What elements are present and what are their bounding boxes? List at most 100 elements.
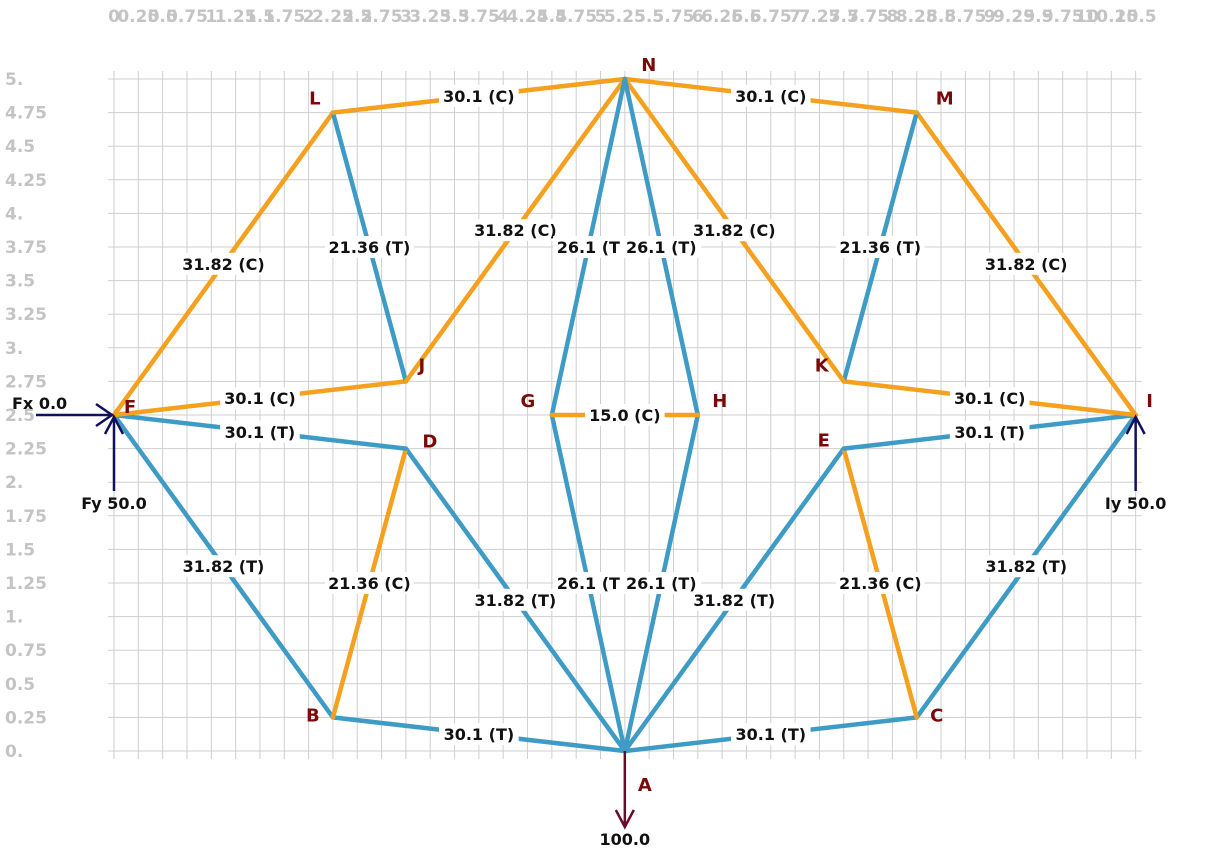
node-label-F: F <box>124 397 136 418</box>
x-tick-label: 6.75 <box>750 7 792 27</box>
member-force-label: 26.1 (T <box>557 574 620 593</box>
y-tick-label: 1.75 <box>5 507 47 527</box>
member-force-label: 31.82 (T) <box>475 591 557 610</box>
node-label-H: H <box>712 391 727 412</box>
x-tick-label: 8.25 <box>896 7 938 27</box>
x-tick-label: 6.25 <box>701 7 743 27</box>
member-label-bg <box>325 572 414 594</box>
x-tick-label: 2.25 <box>312 7 354 27</box>
x-tick-label: 1.5 <box>245 7 275 27</box>
member-label-bg <box>585 404 665 426</box>
load-label: 100.0 <box>600 830 651 849</box>
x-tick-label: 4.75 <box>555 7 597 27</box>
member-force-label: 30.1 (T) <box>225 423 296 442</box>
member-label-bg <box>553 572 624 594</box>
force-values: Fx 0.0 Fy 50.0 Iy 50.0 100.0 <box>12 394 1166 849</box>
node-label-J: J <box>417 355 426 376</box>
x-tick-label: 2.75 <box>361 7 403 27</box>
member-label-bg <box>470 219 560 242</box>
member-label-bg <box>730 84 811 107</box>
member-force-label: 21.36 (T) <box>329 238 411 257</box>
member-force-label: 31.82 (C) <box>693 221 776 240</box>
member-force-label: 31.82 (T) <box>985 557 1067 576</box>
member-force-label: 30.1 (T) <box>444 725 515 744</box>
node-label-D: D <box>422 432 437 453</box>
member-force-label: 30.1 (T) <box>954 423 1025 442</box>
y-tick-label: 0.25 <box>5 708 47 728</box>
x-tick-label: 3.5 <box>439 7 469 27</box>
x-tick-label: 1 <box>205 7 217 27</box>
member-label-bg <box>621 236 702 258</box>
y-tick-label: 2.5 <box>5 406 35 426</box>
member-label-bg <box>835 572 925 594</box>
member-label-bg <box>220 420 300 443</box>
x-tick-label: 2.5 <box>342 7 372 27</box>
member-label-bg <box>439 723 519 746</box>
x-tick-label: 10.25 <box>1084 7 1138 27</box>
member-label-bg <box>220 387 300 410</box>
x-tick-label: 3.25 <box>409 7 451 27</box>
y-tick-label: 3.25 <box>5 305 47 325</box>
member-force-label: 30.1 (C) <box>224 389 295 408</box>
reaction-label: Iy 50.0 <box>1105 494 1166 513</box>
member-force-label: 21.36 (C) <box>839 574 922 593</box>
member-force-label: 31.82 (C) <box>182 255 265 274</box>
member-label-bg <box>949 420 1030 443</box>
member-force-label: 30.1 (C) <box>735 87 806 106</box>
node-label-L: L <box>309 89 320 110</box>
x-tick-label: 5.5 <box>634 7 664 27</box>
y-tick-label: 0.5 <box>5 675 35 695</box>
member-label-bg <box>325 236 414 258</box>
member-label-bg <box>179 555 268 578</box>
y-tick-label: 4.75 <box>5 104 47 124</box>
member-force-label: 26.1 (T <box>557 238 620 257</box>
y-tick-label: 0.75 <box>5 641 47 661</box>
x-tick-label: 1.75 <box>263 7 305 27</box>
x-tick-label: 8 <box>886 7 898 27</box>
y-tick-label: 1. <box>5 608 23 628</box>
x-tick-label: 1.25 <box>215 7 257 27</box>
reaction-arrowhead <box>103 414 125 435</box>
member-label-bg <box>689 219 779 242</box>
y-tick-label: 2. <box>5 473 23 493</box>
x-tick-label: 10 <box>1075 7 1099 27</box>
x-tick-label: 9.75 <box>1042 7 1084 27</box>
member-force-label: 26.1 (T) <box>626 238 697 257</box>
member-force-label: 31.82 (C) <box>474 221 557 240</box>
x-tick-label: 3 <box>400 7 412 27</box>
x-tick-label: 7 <box>789 7 801 27</box>
x-tick-label: 6.5 <box>731 7 761 27</box>
member-label-bg <box>470 588 560 611</box>
member-force-label: 30.1 (C) <box>954 389 1025 408</box>
node-label-G: G <box>520 391 535 412</box>
x-axis-tick-labels: 00.250.50.7511.251.51.7522.252.52.7533.2… <box>108 7 1157 27</box>
member-label-bg <box>835 236 925 258</box>
node-label-C: C <box>930 705 943 726</box>
x-tick-label: 0.75 <box>166 7 208 27</box>
member-label-bg <box>981 555 1071 578</box>
y-tick-label: 2.25 <box>5 440 47 460</box>
member-label-bg <box>689 588 779 611</box>
y-tick-label: 2.75 <box>5 372 47 392</box>
member-force-label: 30.1 (T) <box>735 725 806 744</box>
reaction-arrowhead <box>1125 414 1146 435</box>
member-force-label: 31.82 (T) <box>183 557 265 576</box>
member-label-bg <box>730 723 811 746</box>
reaction-label: Fx 0.0 <box>12 394 67 413</box>
x-tick-label: 0.5 <box>148 7 178 27</box>
y-axis-tick-labels: 0. 0.25 0.5 0.75 1. 1.25 1.5 1.75 2. 2.25 2.5 2.75 3… <box>5 70 47 762</box>
member-label-bg <box>179 252 268 275</box>
node-label-A: A <box>638 775 652 796</box>
member-force-label: 26.1 (T) <box>626 574 697 593</box>
node-label-B: B <box>306 705 320 726</box>
x-tick-label: 3.75 <box>458 7 500 27</box>
x-tick-label: 9.25 <box>993 7 1035 27</box>
y-tick-label: 1.25 <box>5 574 47 594</box>
member-label-bg <box>439 84 519 107</box>
member-force-label: 31.82 (T) <box>693 591 775 610</box>
x-tick-label: 4 <box>497 7 509 27</box>
x-tick-label: 2 <box>303 7 315 27</box>
member-force-label: 21.36 (T) <box>839 238 921 257</box>
x-tick-label: 7.75 <box>847 7 889 27</box>
reaction-label: Fy 50.0 <box>81 494 147 513</box>
